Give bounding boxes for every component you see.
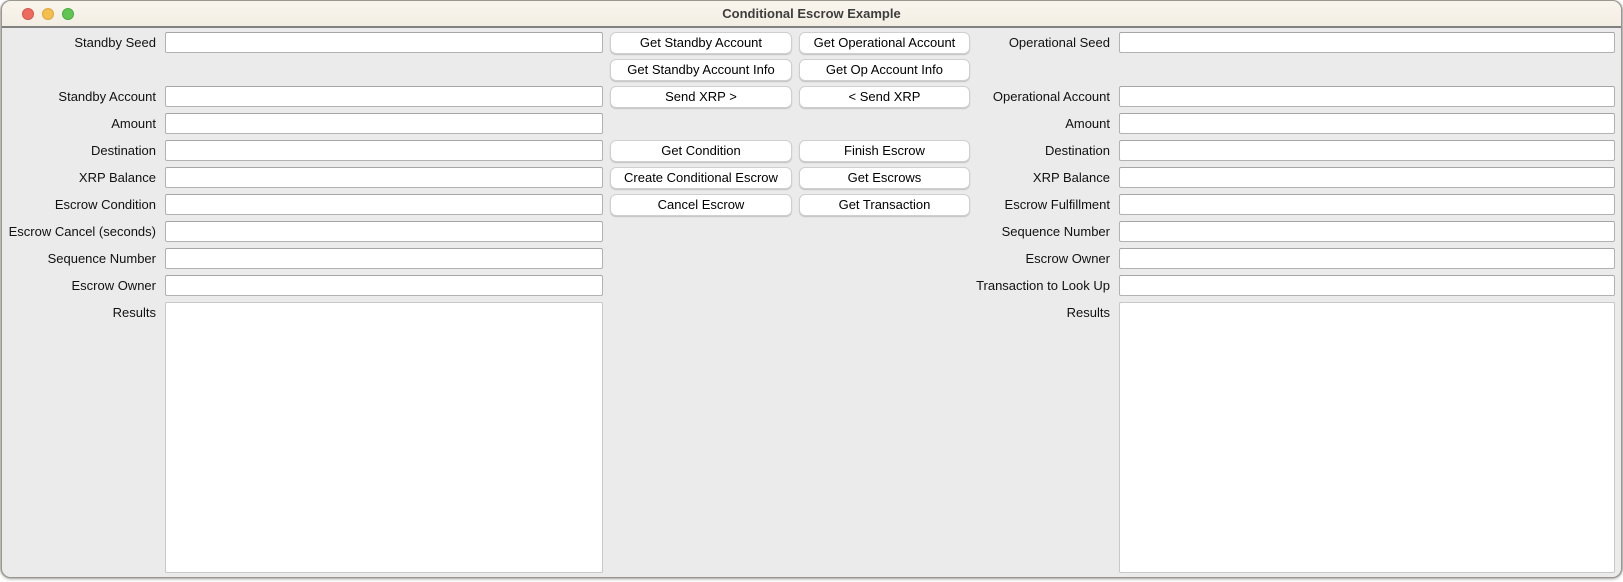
get-escrows-button[interactable]: Get Escrows bbox=[798, 166, 970, 189]
operational-escrow-owner-input[interactable] bbox=[1119, 248, 1615, 269]
operational-sequence-number-label: Sequence Number bbox=[1001, 224, 1110, 239]
standby-sequence-number-input[interactable] bbox=[165, 248, 603, 269]
standby-amount-input[interactable] bbox=[165, 113, 603, 134]
standby-account-input[interactable] bbox=[165, 86, 603, 107]
standby-xrp-balance-label: XRP Balance bbox=[78, 170, 156, 185]
escrow-fulfillment-label: Escrow Fulfillment bbox=[1004, 197, 1110, 212]
window-fullscreen-button[interactable] bbox=[62, 7, 74, 20]
send-xrp-to-operational-button[interactable]: Send XRP > bbox=[610, 85, 792, 108]
create-conditional-escrow-button[interactable]: Create Conditional Escrow bbox=[610, 166, 792, 189]
window-title: Conditional Escrow Example bbox=[722, 6, 901, 21]
button-row-create-escrow: Create Conditional Escrow Get Escrows bbox=[603, 166, 970, 189]
standby-results-label: Results bbox=[112, 305, 156, 320]
window-titlebar[interactable]: Conditional Escrow Example bbox=[2, 1, 1621, 28]
finish-escrow-button[interactable]: Finish Escrow bbox=[798, 139, 970, 162]
get-condition-button[interactable]: Get Condition bbox=[610, 139, 792, 162]
form-area: Standby Seed Get Standby Account Get Ope… bbox=[2, 28, 1621, 577]
get-standby-account-info-button[interactable]: Get Standby Account Info bbox=[610, 58, 792, 81]
standby-sequence-number-label: Sequence Number bbox=[47, 251, 156, 266]
button-row-condition: Get Condition Finish Escrow bbox=[603, 139, 970, 162]
operational-account-label: Operational Account bbox=[992, 89, 1110, 104]
button-row-account-info: Get Standby Account Info Get Op Account … bbox=[603, 58, 970, 81]
window-close-button[interactable] bbox=[22, 7, 34, 20]
button-row-accounts: Get Standby Account Get Operational Acco… bbox=[603, 31, 970, 54]
get-transaction-button[interactable]: Get Transaction bbox=[798, 193, 970, 216]
standby-escrow-owner-input[interactable] bbox=[165, 275, 603, 296]
standby-destination-input[interactable] bbox=[165, 140, 603, 161]
standby-results-textarea[interactable] bbox=[165, 302, 603, 573]
get-operational-account-button[interactable]: Get Operational Account bbox=[798, 31, 970, 54]
operational-seed-label: Operational Seed bbox=[1008, 35, 1110, 50]
operational-amount-label: Amount bbox=[1065, 116, 1110, 131]
standby-seed-input[interactable] bbox=[165, 32, 603, 53]
send-xrp-to-standby-button[interactable]: < Send XRP bbox=[798, 85, 970, 108]
operational-seed-input[interactable] bbox=[1119, 32, 1615, 53]
escrow-condition-input[interactable] bbox=[165, 194, 603, 215]
standby-escrow-owner-label: Escrow Owner bbox=[71, 278, 156, 293]
get-op-account-info-button[interactable]: Get Op Account Info bbox=[798, 58, 970, 81]
transaction-to-look-up-input[interactable] bbox=[1119, 275, 1615, 296]
standby-amount-label: Amount bbox=[111, 116, 156, 131]
button-row-cancel-escrow: Cancel Escrow Get Transaction bbox=[603, 193, 970, 216]
operational-xrp-balance-input[interactable] bbox=[1119, 167, 1615, 188]
operational-destination-label: Destination bbox=[1044, 143, 1110, 158]
transaction-to-look-up-label: Transaction to Look Up bbox=[976, 278, 1110, 293]
operational-destination-input[interactable] bbox=[1119, 140, 1615, 161]
form-grid: Standby Seed Get Standby Account Get Ope… bbox=[2, 31, 1615, 573]
operational-escrow-owner-label: Escrow Owner bbox=[1025, 251, 1110, 266]
get-standby-account-button[interactable]: Get Standby Account bbox=[610, 31, 792, 54]
standby-seed-label: Standby Seed bbox=[74, 35, 156, 50]
operational-amount-input[interactable] bbox=[1119, 113, 1615, 134]
standby-destination-label: Destination bbox=[90, 143, 156, 158]
operational-results-textarea[interactable] bbox=[1119, 302, 1615, 573]
escrow-cancel-seconds-label: Escrow Cancel (seconds) bbox=[8, 224, 156, 239]
operational-xrp-balance-label: XRP Balance bbox=[1032, 170, 1110, 185]
button-row-send-xrp: Send XRP > < Send XRP bbox=[603, 85, 970, 108]
escrow-condition-label: Escrow Condition bbox=[54, 197, 156, 212]
standby-xrp-balance-input[interactable] bbox=[165, 167, 603, 188]
escrow-fulfillment-input[interactable] bbox=[1119, 194, 1615, 215]
operational-results-label: Results bbox=[1066, 305, 1110, 320]
operational-account-input[interactable] bbox=[1119, 86, 1615, 107]
cancel-escrow-button[interactable]: Cancel Escrow bbox=[610, 193, 792, 216]
escrow-cancel-seconds-input[interactable] bbox=[165, 221, 603, 242]
standby-account-label: Standby Account bbox=[58, 89, 156, 104]
traffic-lights bbox=[22, 7, 74, 20]
operational-sequence-number-input[interactable] bbox=[1119, 221, 1615, 242]
window-minimize-button[interactable] bbox=[42, 7, 54, 20]
